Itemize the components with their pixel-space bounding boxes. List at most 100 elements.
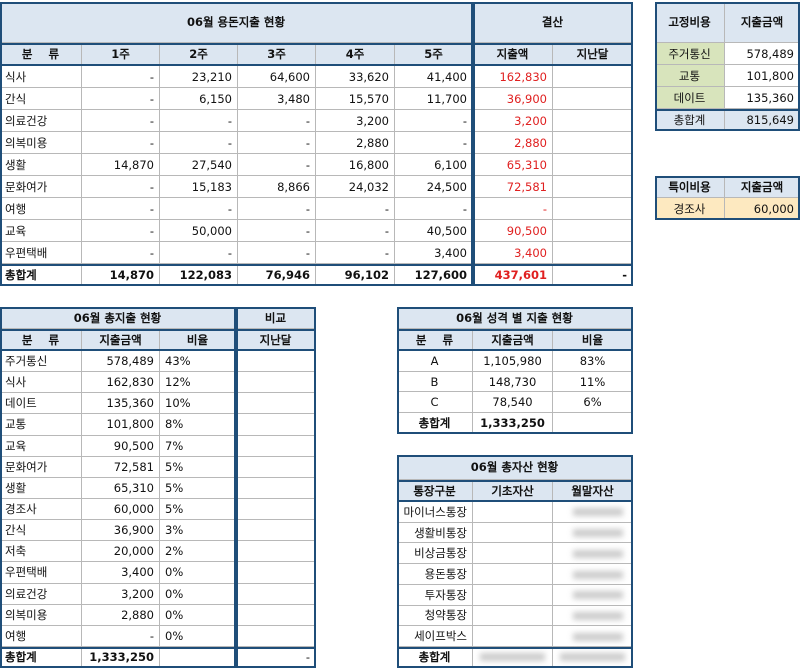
column-header: 지출금액 xyxy=(473,329,553,351)
value-cell: 101,800 xyxy=(725,65,800,87)
value-cell: 5% xyxy=(160,499,236,521)
empty-cell xyxy=(553,132,633,154)
value-cell: 162,830 xyxy=(82,372,160,394)
value-cell: 10% xyxy=(160,393,236,415)
value-cell: 578,489 xyxy=(725,43,800,65)
row-label: 용돈통장 xyxy=(397,564,473,585)
value-cell: 20,000 xyxy=(82,541,160,563)
value-cell: 8,866 xyxy=(238,176,316,198)
value-cell: - xyxy=(82,242,160,264)
empty-cell xyxy=(236,477,316,499)
value-cell: 72,581 xyxy=(82,456,160,478)
value-cell: 경조사 xyxy=(0,499,82,521)
value-cell: 3,200 xyxy=(316,110,395,132)
value-cell: 72,581 xyxy=(473,176,553,198)
column-header: 분 류 xyxy=(0,43,82,66)
value-cell: 데이트 xyxy=(655,87,725,109)
value-cell: - xyxy=(160,242,238,264)
value-cell: 40,500 xyxy=(395,220,473,242)
value-cell: 3,400 xyxy=(82,562,160,584)
total-cell: 14,870 xyxy=(82,264,160,286)
empty-cell xyxy=(236,435,316,457)
value-cell: 16,800 xyxy=(316,154,395,176)
value-cell: - xyxy=(82,110,160,132)
value-cell: - xyxy=(238,110,316,132)
value-cell: 3,480 xyxy=(238,88,316,110)
empty-cell xyxy=(236,414,316,436)
empty-cell xyxy=(236,393,316,415)
value-cell: 23,210 xyxy=(160,66,238,88)
value-cell: 교통 xyxy=(655,65,725,87)
value-cell: - xyxy=(238,198,316,220)
value-cell: 3% xyxy=(160,520,236,542)
value-cell: 36,900 xyxy=(473,88,553,110)
value-cell: - xyxy=(395,110,473,132)
value-cell: 3,200 xyxy=(473,110,553,132)
value-cell: 27,540 xyxy=(160,154,238,176)
value-cell: - xyxy=(238,220,316,242)
total-cell: 437,601 xyxy=(473,264,553,286)
value-cell: B xyxy=(397,371,473,393)
value-cell: - xyxy=(238,154,316,176)
value-cell: 78,540 xyxy=(473,392,553,414)
row-label: 의료건강 xyxy=(0,110,82,132)
value-cell: 43% xyxy=(160,351,236,373)
total-cell: 총합계 xyxy=(397,413,473,434)
value-cell: 135,360 xyxy=(82,393,160,415)
value-cell: - xyxy=(238,242,316,264)
redacted-value xyxy=(573,611,623,620)
value-cell: 2,880 xyxy=(316,132,395,154)
value-cell: 65,310 xyxy=(82,477,160,499)
row-label: 문화여가 xyxy=(0,176,82,198)
column-header: 지출금액 xyxy=(82,329,160,351)
value-cell: 생활 xyxy=(0,477,82,499)
value-cell: 148,730 xyxy=(473,371,553,393)
value-cell: 경조사 xyxy=(655,198,725,220)
empty-cell xyxy=(553,176,633,198)
table-title: 06월 총자산 현황 xyxy=(397,455,633,480)
value-cell: - xyxy=(316,198,395,220)
column-header: 고정비용 xyxy=(655,2,725,43)
empty-cell xyxy=(236,520,316,542)
value-cell: 문화여가 xyxy=(0,456,82,478)
value-cell: 0% xyxy=(160,604,236,626)
value-cell: 33,620 xyxy=(316,66,395,88)
value-cell: - xyxy=(160,132,238,154)
total-cell: - xyxy=(236,647,316,668)
column-header: 비율 xyxy=(160,329,236,351)
value-cell: 101,800 xyxy=(82,414,160,436)
value-cell: 90,500 xyxy=(82,435,160,457)
redacted-value xyxy=(480,653,545,661)
column-header: 지출액 xyxy=(473,43,553,66)
value-cell: 주거통신 xyxy=(655,43,725,65)
row-label: 여행 xyxy=(0,198,82,220)
empty-cell xyxy=(473,564,553,585)
value-cell: 83% xyxy=(553,351,633,372)
value-cell: 0% xyxy=(160,625,236,647)
empty-cell xyxy=(236,351,316,373)
value-cell: 60,000 xyxy=(725,198,800,220)
column-header: 2주 xyxy=(160,43,238,66)
value-cell: - xyxy=(473,198,553,220)
value-cell: 50,000 xyxy=(160,220,238,242)
empty-cell xyxy=(236,372,316,394)
value-cell: 24,032 xyxy=(316,176,395,198)
value-cell: 저축 xyxy=(0,541,82,563)
value-cell: 주거통신 xyxy=(0,351,82,373)
value-cell: 여행 xyxy=(0,625,82,647)
column-header: 지난달 xyxy=(236,329,316,351)
row-label: 비상금통장 xyxy=(397,543,473,565)
row-label: 의복미용 xyxy=(0,132,82,154)
value-cell: 의복미용 xyxy=(0,604,82,626)
column-header: 분 류 xyxy=(0,329,82,351)
column-header: 5주 xyxy=(395,43,473,66)
value-cell: - xyxy=(82,132,160,154)
table-title: 비교 xyxy=(236,307,316,329)
value-cell: 11% xyxy=(553,371,633,393)
table-title: 06월 성격 별 지출 현황 xyxy=(397,307,633,329)
column-header: 지난달 xyxy=(553,43,633,66)
value-cell: - xyxy=(82,220,160,242)
empty-cell xyxy=(236,456,316,478)
redacted-value xyxy=(573,570,623,579)
